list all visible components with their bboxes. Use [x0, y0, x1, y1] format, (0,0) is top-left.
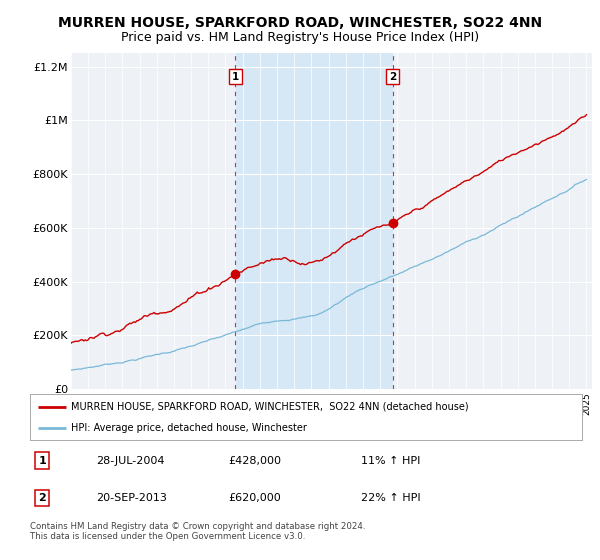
Text: Contains HM Land Registry data © Crown copyright and database right 2024.
This d: Contains HM Land Registry data © Crown c… [30, 522, 365, 542]
Text: 20-SEP-2013: 20-SEP-2013 [96, 493, 167, 503]
Text: HPI: Average price, detached house, Winchester: HPI: Average price, detached house, Winc… [71, 423, 307, 433]
Text: MURREN HOUSE, SPARKFORD ROAD, WINCHESTER, SO22 4NN: MURREN HOUSE, SPARKFORD ROAD, WINCHESTER… [58, 16, 542, 30]
Text: 2: 2 [38, 493, 46, 503]
Text: 2: 2 [389, 72, 396, 82]
Text: 1: 1 [232, 72, 239, 82]
Text: £620,000: £620,000 [229, 493, 281, 503]
Text: 11% ↑ HPI: 11% ↑ HPI [361, 455, 421, 465]
Text: £428,000: £428,000 [229, 455, 282, 465]
Text: 22% ↑ HPI: 22% ↑ HPI [361, 493, 421, 503]
Text: Price paid vs. HM Land Registry's House Price Index (HPI): Price paid vs. HM Land Registry's House … [121, 31, 479, 44]
Text: 1: 1 [38, 455, 46, 465]
Text: 28-JUL-2004: 28-JUL-2004 [96, 455, 165, 465]
Text: MURREN HOUSE, SPARKFORD ROAD, WINCHESTER,  SO22 4NN (detached house): MURREN HOUSE, SPARKFORD ROAD, WINCHESTER… [71, 402, 469, 412]
